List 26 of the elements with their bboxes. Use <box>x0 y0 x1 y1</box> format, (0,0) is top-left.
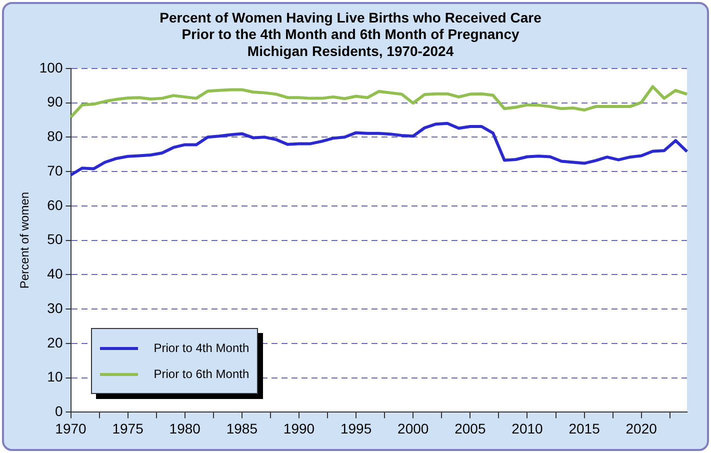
x-tick-label: 2010 <box>512 420 544 436</box>
x-tick-label: 2005 <box>454 420 486 436</box>
chart-title: Percent of Women Having Live Births who Received Care Prior to the 4th Month and 6th Month of Pregnancy Michigan Residents, 1970-2024 <box>160 9 542 59</box>
y-tick-label: 20 <box>47 334 63 350</box>
x-tick-label: 1970 <box>55 420 87 436</box>
y-tick-label: 80 <box>47 128 63 144</box>
x-tick-label: 1990 <box>283 420 315 436</box>
y-tick-label: 100 <box>39 59 63 76</box>
x-tick-label: 1995 <box>340 420 372 436</box>
y-tick-label: 50 <box>47 231 63 248</box>
y-tick-label: 40 <box>47 266 63 282</box>
x-tick-label: 1975 <box>112 420 144 436</box>
y-axis-title: Percent of women <box>18 192 32 289</box>
x-tick-label: 1985 <box>226 420 258 436</box>
x-tick-label: 2015 <box>568 420 600 436</box>
y-tick-label: 0 <box>54 403 63 420</box>
x-tick-label: 2020 <box>626 420 658 436</box>
legend-label: Prior to 6th Month <box>154 367 250 382</box>
y-tick-label: 30 <box>47 300 63 316</box>
y-tick-label: 90 <box>47 94 63 110</box>
x-tick-label: 2000 <box>398 420 429 436</box>
y-tick-label: 70 <box>47 162 63 178</box>
legend-label: Prior to 4th Month <box>154 341 250 356</box>
x-tick-label: 1980 <box>169 420 201 436</box>
y-tick-label: 60 <box>47 196 63 213</box>
y-tick-label: 10 <box>47 368 63 385</box>
